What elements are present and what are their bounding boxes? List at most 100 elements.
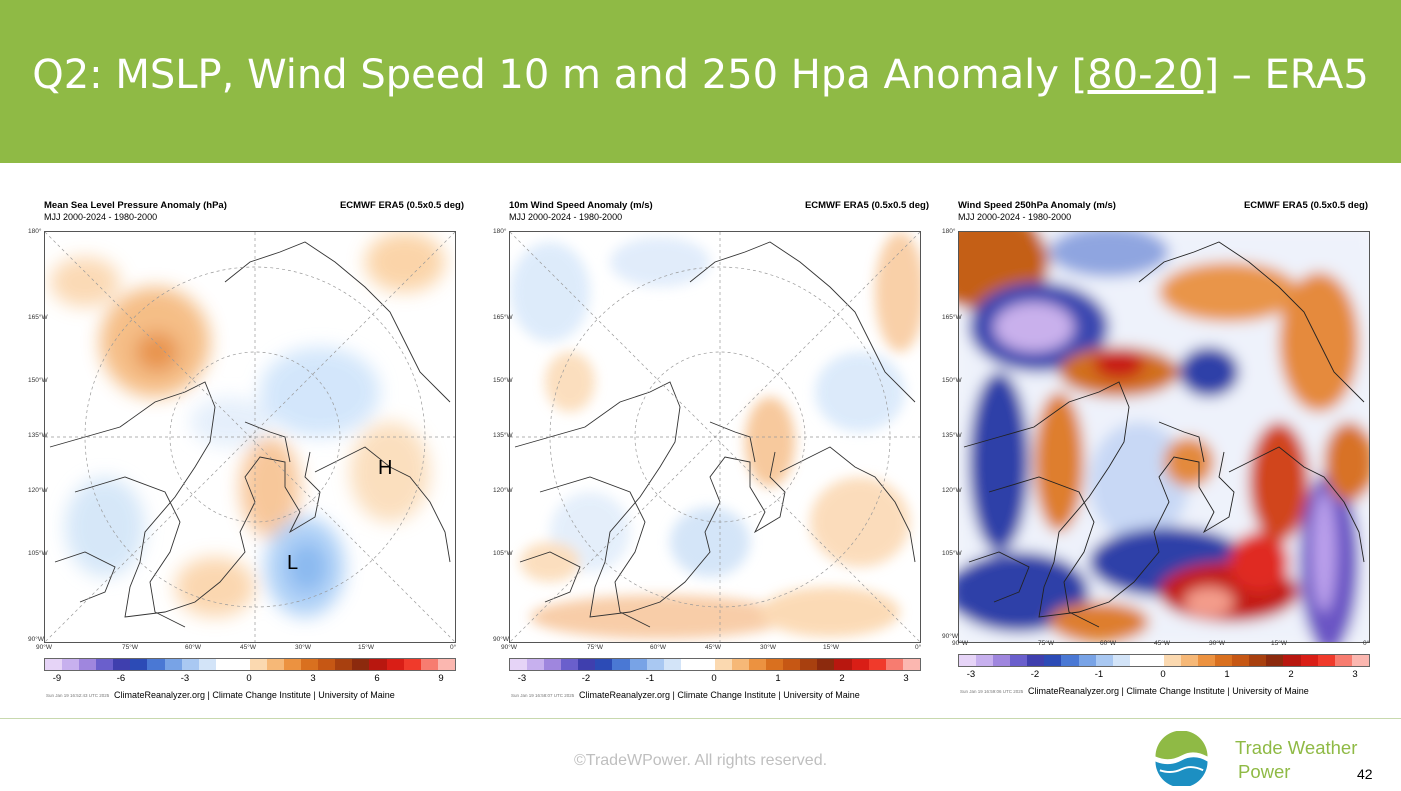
x-label: 60°W (185, 644, 201, 651)
colorbar-swatch (544, 659, 562, 670)
wind250-anomaly-panel: Wind Speed 250hPa Anomaly (m/s) MJJ 2000… (942, 196, 1388, 706)
y-label: 135°W (28, 432, 48, 439)
colorbar-swatch (1146, 655, 1164, 666)
high-pressure-marker: H (378, 457, 393, 479)
y-label: 180° (28, 228, 42, 235)
colorbar-swatch (697, 659, 715, 670)
x-label: 15°W (358, 644, 374, 651)
colorbar-swatch (783, 659, 801, 670)
colorbar-swatch (800, 659, 818, 670)
colorbar-swatch (267, 659, 285, 670)
colorbar-swatch (1095, 655, 1113, 666)
colorbar-tick: 0 (246, 673, 252, 684)
wind10m-map-graphic (510, 232, 920, 642)
colorbar-swatch (1232, 655, 1250, 666)
colorbar-swatch (403, 659, 421, 670)
colorbar-tick: -6 (116, 673, 126, 684)
panel-subtitle: MJJ 2000-2024 - 1980-2000 (509, 212, 623, 222)
copyright-notice: ©TradeWPower. All rights reserved. (573, 752, 828, 769)
title-post: ] – ERA5 (1203, 52, 1369, 98)
mslp-anomaly-map (44, 231, 456, 643)
colorbar-swatch (249, 659, 268, 670)
colorbar-swatch (1300, 655, 1318, 666)
title-link[interactable]: [80-20 (1071, 52, 1204, 98)
colorbar-swatch (113, 659, 131, 670)
x-label: 90°W (36, 644, 52, 651)
colorbar-swatch (680, 659, 698, 670)
y-label: 105°W (942, 550, 962, 557)
colorbar-swatch (1163, 655, 1182, 666)
x-label: 0° (915, 644, 922, 651)
colorbar-swatch (1112, 655, 1130, 666)
panel-title: Wind Speed 250hPa Anomaly (m/s) (958, 200, 1116, 211)
colorbar-swatch (612, 659, 630, 670)
title-banner (0, 0, 1401, 163)
colorbar-tick: -9 (52, 673, 62, 684)
timestamp: Sun Jan 19 16:58:07 UTC 2025 (511, 693, 575, 698)
y-label: 90°W (493, 636, 509, 643)
colorbar-swatch (629, 659, 647, 670)
colorbar-swatch (1334, 655, 1352, 666)
y-label: 165°W (28, 314, 48, 321)
colorbar-tick: 0 (1160, 669, 1166, 680)
panel-source: ECMWF ERA5 (0.5x0.5 deg) (339, 200, 464, 211)
colorbar-swatch (79, 659, 97, 670)
y-label: 180° (942, 228, 956, 235)
colorbar-swatch (851, 659, 869, 670)
x-label: 30°W (1209, 640, 1225, 647)
x-label: 45°W (1154, 640, 1170, 647)
y-label: 135°W (493, 432, 513, 439)
colorbar-swatch (318, 659, 336, 670)
colorbar-tick: 9 (438, 673, 444, 684)
credit-line: ClimateReanalyzer.org | Climate Change I… (579, 690, 860, 700)
colorbar-tick: -3 (517, 673, 527, 684)
mslp-anomaly-panel: Mean Sea Level Pressure Anomaly (hPa) MJ… (28, 196, 474, 706)
colorbar-tick: -2 (581, 673, 591, 684)
x-label: 75°W (1038, 640, 1054, 647)
colorbar-swatch (834, 659, 852, 670)
x-label: 45°W (705, 644, 721, 651)
colorbar-swatch (1061, 655, 1079, 666)
slide-title: Q2: MSLP, Wind Speed 10 m and 250 Hpa An… (0, 52, 1401, 98)
y-label: 90°W (942, 633, 958, 640)
colorbar-swatch (1010, 655, 1028, 666)
colorbar-swatch (1027, 655, 1045, 666)
colorbar-swatch (1198, 655, 1216, 666)
colorbar-tick: -1 (645, 673, 655, 684)
credit-line: ClimateReanalyzer.org | Climate Change I… (114, 690, 395, 700)
logo-line-1: Trade Weather (1235, 737, 1358, 758)
y-label: 105°W (493, 550, 513, 557)
wind10m-anomaly-panel: 10m Wind Speed Anomaly (m/s) MJJ 2000-20… (493, 196, 939, 706)
x-label: 30°W (760, 644, 776, 651)
footer-divider (0, 718, 1401, 719)
colorbar-swatch (976, 655, 994, 666)
colorbar-swatch (1351, 655, 1369, 666)
colorbar-swatch (885, 659, 903, 670)
colorbar-swatch (959, 655, 977, 666)
colorbar-swatch (1044, 655, 1062, 666)
y-label: 90°W (28, 636, 44, 643)
colorbar-swatch (766, 659, 784, 670)
x-label: 90°W (952, 640, 968, 647)
wind10m-anomaly-map (509, 231, 921, 643)
colorbar-swatch (1181, 655, 1199, 666)
colorbar-tick: 1 (1224, 669, 1230, 680)
title-pre: Q2: MSLP, Wind Speed 10 m and 250 Hpa An… (32, 52, 1072, 98)
colorbar-swatch (646, 659, 664, 670)
colorbar-swatch (817, 659, 835, 670)
y-label: 105°W (28, 550, 48, 557)
colorbar-tick: 3 (903, 673, 909, 684)
colorbar-tick: -2 (1030, 669, 1040, 680)
colorbar-tick: -3 (966, 669, 976, 680)
colorbar-swatch (352, 659, 370, 670)
x-label: 60°W (650, 644, 666, 651)
x-label: 75°W (122, 644, 138, 651)
y-label: 120°W (28, 487, 48, 494)
colorbar-tick: 2 (1288, 669, 1294, 680)
colorbar-tick: 6 (374, 673, 380, 684)
colorbar-swatch (1215, 655, 1233, 666)
x-label: 0° (450, 644, 457, 651)
panel-subtitle: MJJ 2000-2024 - 1980-2000 (44, 212, 158, 222)
x-label: 15°W (1271, 640, 1287, 647)
colorbar-swatch (902, 659, 920, 670)
